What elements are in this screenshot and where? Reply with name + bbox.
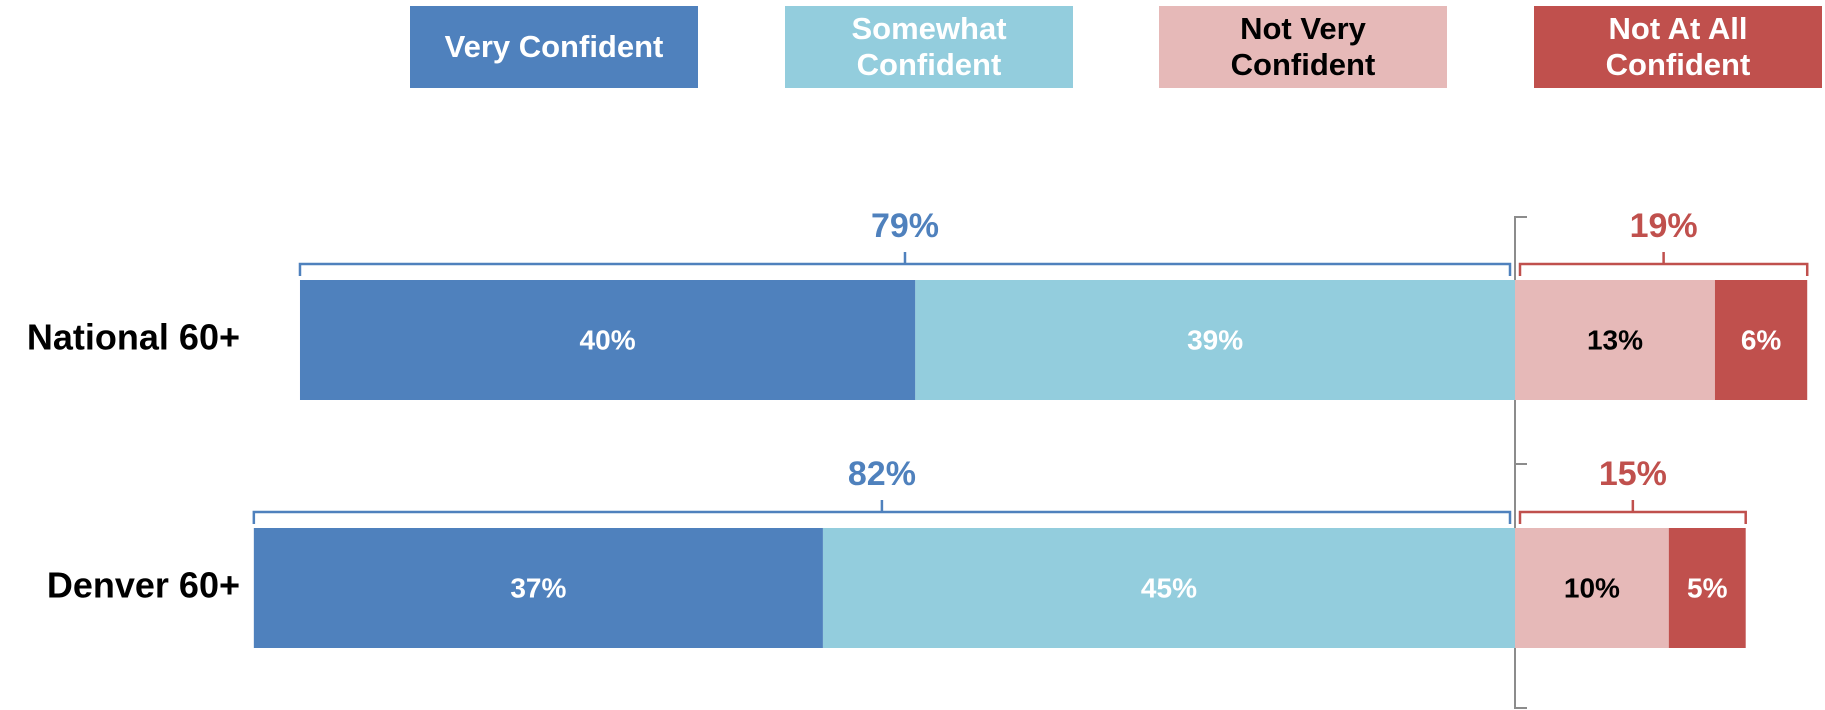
value-label: 40% — [580, 324, 636, 355]
total-label: 82% — [848, 455, 916, 493]
bar-segment — [1515, 280, 1715, 400]
category-label: Denver 60+ — [47, 565, 240, 606]
legend-item: Very Confident — [410, 6, 698, 88]
total-bracket — [298, 252, 1512, 276]
value-label: 13% — [1587, 324, 1643, 355]
bar-segment — [822, 528, 1515, 648]
total-label: 15% — [1599, 455, 1667, 493]
value-label: 10% — [1564, 572, 1620, 603]
legend-item: Somewhat Confident — [785, 6, 1073, 88]
bar-segment — [1515, 528, 1669, 648]
category-label: National 60+ — [27, 317, 240, 358]
total-label: 79% — [871, 207, 939, 245]
total-bracket — [1518, 252, 1809, 276]
total-bracket — [252, 500, 1512, 524]
value-label: 5% — [1687, 572, 1728, 603]
bar-segment — [299, 280, 916, 400]
legend-item: Not Very Confident — [1159, 6, 1447, 88]
value-label: 6% — [1741, 324, 1782, 355]
bar-segment — [1668, 528, 1746, 648]
value-label: 45% — [1141, 572, 1197, 603]
total-bracket — [1518, 500, 1747, 524]
value-label: 37% — [510, 572, 566, 603]
legend-item: Not At All Confident — [1534, 6, 1822, 88]
bar-segment — [915, 280, 1515, 400]
value-label: 39% — [1187, 324, 1243, 355]
bar-segment — [1714, 280, 1808, 400]
bar-segment — [253, 528, 823, 648]
total-label: 19% — [1630, 207, 1698, 245]
